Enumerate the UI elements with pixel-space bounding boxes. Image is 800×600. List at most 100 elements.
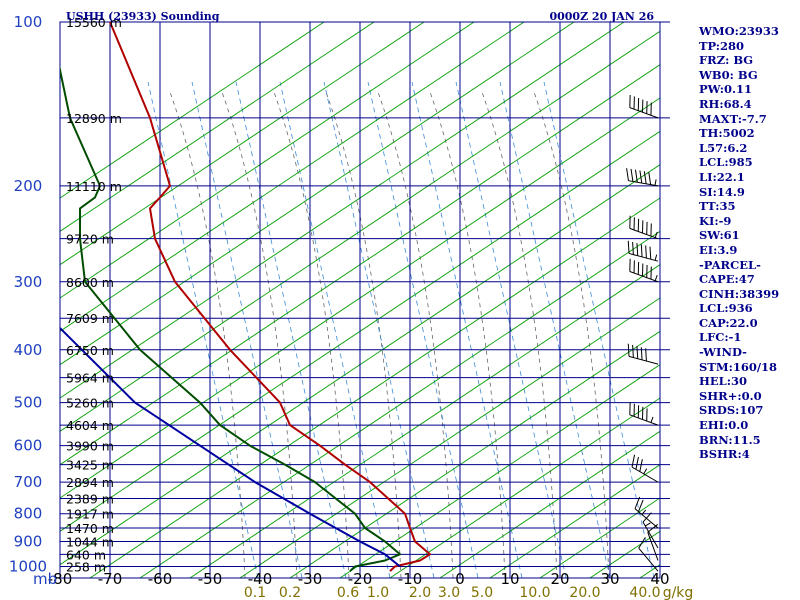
stat-line: EI:3.9 [699,242,738,257]
stat-line: RH:68.4 [699,96,752,111]
stat-line: LFC:-1 [699,330,742,345]
moist-adiabat [481,91,558,578]
temperature-tick-label: 10 [500,570,519,588]
stat-line: HEL:30 [699,374,747,389]
plot-frame [59,21,661,579]
temperature-tick-label: 40 [650,570,669,588]
stat-line: PW:0.11 [699,82,753,97]
wind-barb-flag [643,171,647,184]
moist-adiabat [533,91,610,578]
wind-barb-flag [636,243,639,256]
wind-barb-staff [628,180,659,187]
wind-barb [627,240,659,262]
pressure-tick-label: 800 [14,505,43,523]
mixing-ratio-tick-labels: 0.1 0.2 0.6 1.0 2.0 3.0 5.0 10.0 20.0 40.0 g/kg [244,585,693,600]
stat-line: TH:5002 [699,126,755,141]
dry-adiabat [60,22,375,232]
height-label: 5260 m [66,396,114,411]
wind-barb-flag [640,347,643,360]
mixing-ratio-line [279,81,391,578]
stat-line: SRDS:107 [699,403,764,418]
dry-adiabat [89,197,660,578]
height-label: 1470 m [66,521,114,536]
wind-barb-staff [628,252,659,262]
height-label: 1044 m [66,535,114,550]
wind-barb-half-flag [654,179,657,186]
dry-adiabat [60,30,660,432]
height-label: 11110 m [66,179,122,194]
wind-barb-flag [632,241,634,255]
mixing-ratio-tick-label: 5.0 [471,585,493,600]
height-label: 9720 m [66,232,114,247]
dry-adiabat [389,397,660,578]
wind-barb-flag [638,499,644,512]
stat-line: LCL:985 [699,155,753,170]
wind-barb-flag [635,456,639,470]
temperature-tick-label: -50 [198,570,223,588]
mixing-ratio-tick-label: 0.2 [279,585,301,600]
moist-adiabat [429,91,506,578]
pressure-tick-label: 500 [14,394,43,412]
time-label: 0000Z 20 JAN 26 [549,10,654,23]
mixing-ratio-tick-label: 40.0 [629,585,660,600]
chart-title: USHH (23933) Sounding [66,10,220,23]
pressure-tick-label: 300 [14,273,43,291]
mixing-ratio-tick-label: 3.0 [438,585,460,600]
temperature-tick-label: -20 [348,570,373,588]
pressure-tick-labels: 100 200 300 400 500 600 700 800 900 1000 [9,13,47,575]
stat-line: CINH:38399 [699,286,780,301]
wind-barb [629,94,659,119]
wind-barb-staff [629,227,659,240]
height-label: 4604 m [66,418,114,433]
stat-line: CAPE:47 [699,272,755,287]
wind-barb-flag [649,246,652,260]
pressure-tick-label: 700 [14,473,43,491]
temperature-tick-label: -70 [98,570,123,588]
wind-barb-staff [629,414,659,426]
dry-adiabat [239,297,660,578]
moist-adiabat [169,91,246,578]
wind-barb-flag [636,346,639,359]
wind-barb-flag [648,172,652,185]
dry-adiabat [60,22,425,266]
height-label: 7609 m [66,311,114,326]
wind-barb-flag [634,169,638,183]
mixing-ratio-line [235,81,347,578]
wind-barb-half-flag [643,468,648,475]
mixing-ratio-line [411,81,523,578]
pressure-tick-label: 400 [14,341,43,359]
wind-barb-flag [626,168,629,181]
wind-barb-flag [645,245,647,259]
mixing-ratio-tick-label: 0.6 [337,585,359,600]
dewpoint-line [60,65,401,572]
dry-adiabat [189,264,660,578]
moist-adiabat [273,91,350,578]
wind-barb [626,168,659,187]
stat-line: LI:22.1 [699,169,745,184]
wind-barb-flag [645,348,647,362]
x-axis-label-prefix: mb [33,570,57,588]
height-label: 3425 m [66,458,114,473]
wind-barb-half-flag [650,416,654,423]
stat-line: SW:61 [699,228,740,243]
temperature-tick-labels: -80 -70 -60 -50 -40 -30 -20 -10 0 10 20 30 40 [48,570,670,588]
dry-adiabat [489,464,660,578]
sounding-traces [60,22,431,572]
height-label: 640 m [66,547,106,562]
pressure-tick-label: 200 [14,177,43,195]
stat-line: -WIND- [699,345,747,360]
mixing-ratio-tick-label: 20.0 [569,585,600,600]
wind-barb-flag [647,524,658,533]
temperature-tick-label: -10 [398,570,423,588]
wind-barb [629,258,659,283]
pressure-tick-label: 100 [14,13,43,31]
mixing-ratio-line [543,81,655,578]
wind-barb-staff [631,466,659,483]
mixing-ratio-line [455,81,567,578]
dry-adiabat [60,164,660,566]
mixing-ratio-line [191,81,303,578]
